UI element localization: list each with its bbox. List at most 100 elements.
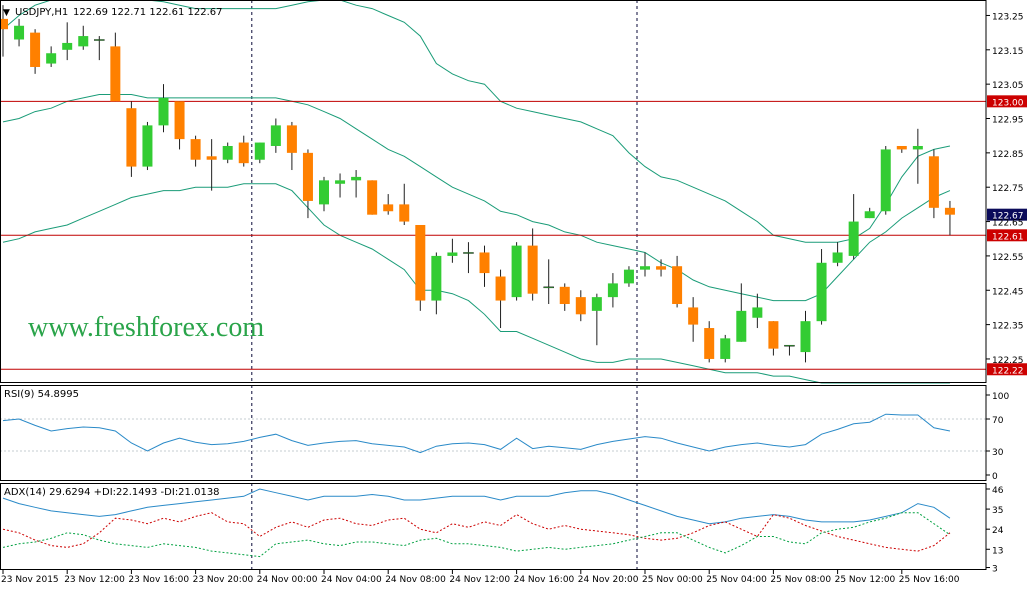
level-price-badge [987, 363, 1027, 376]
bullish-candle[interactable] [142, 125, 153, 167]
bearish-candle[interactable] [367, 180, 378, 215]
bullish-candle[interactable] [800, 321, 811, 353]
rsi-line [2, 413, 951, 454]
bollinger-upper-band [2, 0, 951, 243]
bullish-candle[interactable] [623, 269, 634, 284]
bullish-candle[interactable] [62, 42, 73, 50]
bearish-candle[interactable] [206, 156, 217, 160]
bearish-candle[interactable] [30, 32, 41, 67]
level-price-label: 122.61 [992, 232, 1024, 242]
bearish-candle[interactable] [559, 286, 570, 304]
bullish-candle[interactable] [14, 25, 25, 40]
bullish-candle[interactable] [94, 39, 105, 41]
bearish-candle[interactable] [383, 204, 394, 212]
bullish-candle[interactable] [720, 338, 731, 359]
bullish-candle[interactable] [832, 252, 843, 263]
bearish-candle[interactable] [575, 297, 586, 315]
adx-tick-label: 35 [992, 506, 1003, 516]
price-tick-label: 122.75 [992, 184, 1024, 194]
bullish-candle[interactable] [335, 180, 346, 184]
bullish-candle[interactable] [543, 286, 554, 289]
adx-tick-label: 3 [992, 565, 998, 575]
indicator-lines [2, 413, 951, 558]
bearish-candle[interactable] [286, 125, 297, 153]
candlestick-series[interactable] [0, 5, 955, 363]
time-tick-label: 25 Nov 16:00 [899, 575, 960, 585]
rsi-tick-label: 70 [992, 416, 1004, 426]
bearish-candle[interactable] [0, 18, 8, 30]
bullish-candle[interactable] [463, 252, 474, 254]
bullish-candle[interactable] [46, 53, 57, 64]
bearish-candle[interactable] [479, 252, 490, 274]
bearish-candle[interactable] [527, 245, 538, 294]
bearish-candle[interactable] [302, 152, 313, 201]
rsi-tick-label: 0 [992, 472, 998, 482]
time-tick-label: 23 Nov 12:00 [64, 575, 125, 585]
bullish-candle[interactable] [591, 297, 602, 311]
dropdown-triangle-icon[interactable]: ▼ [3, 8, 10, 18]
bullish-candle[interactable] [880, 149, 891, 212]
time-tick-label: 25 Nov 08:00 [770, 575, 831, 585]
bullish-candle[interactable] [752, 307, 763, 318]
bullish-candle[interactable] [447, 252, 458, 256]
bullish-candle[interactable] [864, 211, 875, 219]
time-tick-label: 24 Nov 04:00 [321, 575, 382, 585]
grid-layer [0, 0, 986, 570]
adx-tick-label: 13 [992, 546, 1003, 556]
time-tick-label: 24 Nov 16:00 [514, 575, 575, 585]
bearish-candle[interactable] [688, 307, 699, 325]
bearish-candle[interactable] [190, 139, 201, 160]
time-tick-label: 24 Nov 12:00 [449, 575, 510, 585]
bearish-candle[interactable] [656, 266, 667, 270]
price-tick-label: 122.55 [992, 253, 1024, 263]
watermark-text: www.freshforex.com [28, 312, 264, 343]
price-tick-label: 122.25 [992, 356, 1024, 366]
bearish-candle[interactable] [768, 321, 779, 349]
bullish-candle[interactable] [222, 145, 233, 160]
bullish-candle[interactable] [848, 221, 859, 256]
bullish-candle[interactable] [607, 283, 618, 298]
time-tick-label: 25 Nov 04:00 [706, 575, 767, 585]
time-tick-label: 23 Nov 20:00 [193, 575, 254, 585]
price-axis: 122.25 122.35 122.45 122.55 122.65 122.75 122.… [986, 12, 1024, 575]
bullish-candle[interactable] [270, 125, 281, 146]
bearish-candle[interactable] [174, 101, 185, 140]
ohlc-readout: 122.69 122.71 122.61 122.67 [73, 7, 223, 18]
bullish-candle[interactable] [736, 310, 747, 342]
time-tick-label: 24 Nov 00:00 [257, 575, 318, 585]
bearish-candle[interactable] [110, 46, 121, 102]
bullish-candle[interactable] [78, 36, 89, 47]
bullish-candle[interactable] [254, 142, 265, 160]
bullish-candle[interactable] [511, 245, 522, 298]
price-tick-label: 123.15 [992, 47, 1024, 57]
bearish-candle[interactable] [238, 142, 249, 164]
bollinger-lower-band [2, 183, 950, 384]
panel-frames [0, 0, 987, 570]
bearish-candle[interactable] [704, 328, 715, 359]
level-price-badge [987, 95, 1027, 108]
bearish-candle[interactable] [399, 204, 410, 222]
bearish-candle[interactable] [928, 156, 939, 208]
bullish-candle[interactable] [640, 266, 650, 270]
bearish-candle[interactable] [944, 207, 955, 215]
bullish-candle[interactable] [351, 176, 362, 181]
bearish-candle[interactable] [896, 145, 907, 150]
rsi-tick-label: 30 [992, 448, 1004, 458]
bearish-candle[interactable] [672, 266, 683, 304]
price-tick-label: 122.85 [992, 150, 1024, 160]
bearish-candle[interactable] [495, 276, 506, 301]
time-tick-label: 24 Nov 20:00 [578, 575, 639, 585]
level-price-label: 123.00 [992, 98, 1024, 108]
time-axis: 23 Nov 2015 23 Nov 12:00 23 Nov 16:00 23 No… [1, 570, 960, 585]
bullish-candle[interactable] [319, 180, 329, 205]
bullish-candle[interactable] [816, 262, 827, 322]
bearish-candle[interactable] [415, 224, 426, 301]
bullish-candle[interactable] [431, 255, 442, 301]
bullish-candle[interactable] [158, 97, 169, 126]
bearish-candle[interactable] [126, 108, 137, 167]
bullish-candle[interactable] [784, 344, 795, 347]
bullish-candle[interactable] [912, 145, 923, 150]
plus-di-line [2, 512, 951, 552]
